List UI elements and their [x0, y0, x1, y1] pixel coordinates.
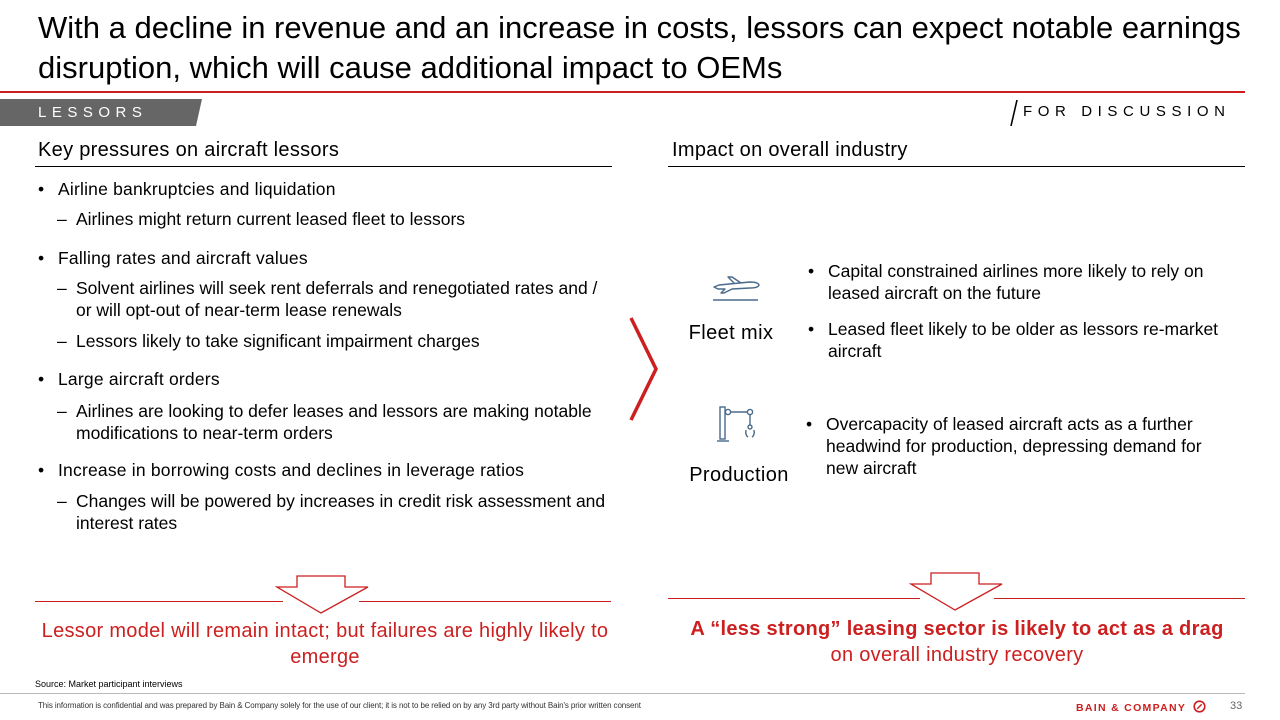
right-heading-rule — [668, 166, 1245, 167]
category-label-production: Production — [689, 464, 789, 486]
source-note: Source: Market participant interviews — [35, 679, 183, 689]
bullet-text: Large aircraft orders — [58, 369, 220, 389]
arrow-down-icon — [275, 575, 369, 614]
left-conclusion-rule — [359, 601, 611, 602]
sub-bullet-item: – Changes will be powered by increases in… — [57, 491, 606, 533]
right-conclusion-rule — [994, 598, 1245, 599]
sub-bullet-item: – Solvent airlines will seek rent deferra… — [57, 278, 598, 320]
sub-bullet-text: Solvent airlines will seek rent deferral… — [76, 278, 598, 320]
right-conclusion: A “less strong” leasing sector is likely… — [672, 616, 1242, 668]
right-conclusion-bold: A “less strong” leasing sector is likely… — [690, 618, 1224, 640]
bullet-item: • Falling rates and aircraft values — [38, 248, 308, 268]
section-tag-label: LESSORS — [38, 104, 148, 121]
discussion-slash-mark — [1010, 99, 1018, 127]
category-label-fleet-mix: Fleet mix — [688, 322, 774, 344]
arrow-down-icon — [909, 572, 1003, 611]
left-heading-rule — [35, 166, 612, 167]
right-column-heading: Impact on overall industry — [672, 139, 908, 161]
impact-bullet-text: Leased fleet likely to be older as lesso… — [828, 319, 1219, 361]
section-tag-background — [0, 99, 202, 126]
right-conclusion-rule — [668, 598, 920, 599]
sub-bullet-text: Lessors likely to take significant impai… — [76, 331, 480, 351]
impact-bullet: • Leased fleet likely to be older as less… — [808, 319, 1219, 361]
page-number: 33 — [1230, 700, 1243, 712]
brand-name: BAIN & COMPANY — [1076, 702, 1186, 714]
chevron-right-icon — [629, 317, 658, 421]
title-divider — [0, 91, 1245, 93]
bullet-text: Airline bankruptcies and liquidation — [58, 179, 336, 199]
impact-bullet: • Overcapacity of leased aircraft acts as… — [806, 414, 1202, 478]
discussion-label: FOR DISCUSSION — [1023, 103, 1231, 120]
sub-bullet-item: – Lessors likely to take significant impa… — [57, 331, 480, 351]
right-conclusion-rest: on overall industry recovery — [830, 644, 1084, 666]
compass-icon — [1193, 700, 1206, 713]
sub-bullet-text: Airlines might return current leased fle… — [76, 209, 466, 229]
brand-logo: BAIN & COMPANY — [1076, 700, 1206, 714]
left-conclusion-rule — [35, 601, 283, 602]
impact-bullet-text: Capital constrained airlines more likely… — [828, 261, 1204, 303]
airplane-icon — [713, 276, 760, 301]
left-column-heading: Key pressures on aircraft lessors — [38, 139, 340, 161]
slide-title: With a decline in revenue and an increas… — [38, 10, 1241, 85]
footer-divider — [0, 693, 1245, 694]
impact-bullet-text: Overcapacity of leased aircraft acts as … — [826, 414, 1202, 478]
bullet-text: Falling rates and aircraft values — [58, 248, 308, 268]
sub-bullet-text: Airlines are looking to defer leases and… — [76, 401, 592, 443]
impact-bullet: • Capital constrained airlines more likel… — [808, 261, 1204, 303]
bullet-item: • Airline bankruptcies and liquidation — [38, 179, 336, 199]
sub-bullet-text: Changes will be powered by increases in … — [76, 491, 606, 533]
sub-bullet-item: – Airlines might return current leased fl… — [57, 209, 466, 229]
sub-bullet-item: – Airlines are looking to defer leases an… — [57, 401, 592, 443]
left-conclusion: Lessor model will remain intact; but fai… — [41, 620, 609, 668]
bullet-item: • Large aircraft orders — [38, 369, 220, 389]
robotic-arm-icon — [717, 406, 755, 442]
confidentiality-disclaimer: This information is confidential and was… — [38, 701, 641, 710]
bullet-text: Increase in borrowing costs and declines… — [58, 460, 525, 480]
bullet-item: • Increase in borrowing costs and decline… — [38, 460, 525, 480]
